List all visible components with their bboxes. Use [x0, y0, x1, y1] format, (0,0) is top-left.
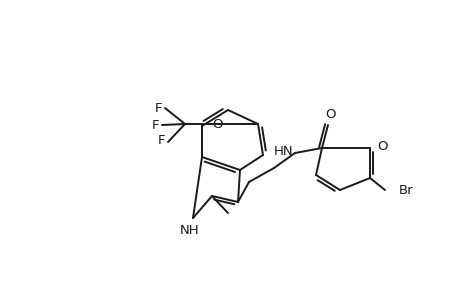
Text: F: F	[154, 101, 162, 115]
Text: F: F	[151, 118, 159, 131]
Text: HN: HN	[273, 145, 292, 158]
Text: O: O	[325, 108, 336, 121]
Text: O: O	[376, 140, 386, 152]
Text: Br: Br	[398, 184, 413, 196]
Text: NH: NH	[180, 224, 199, 237]
Text: F: F	[157, 134, 165, 146]
Text: O: O	[212, 118, 223, 130]
